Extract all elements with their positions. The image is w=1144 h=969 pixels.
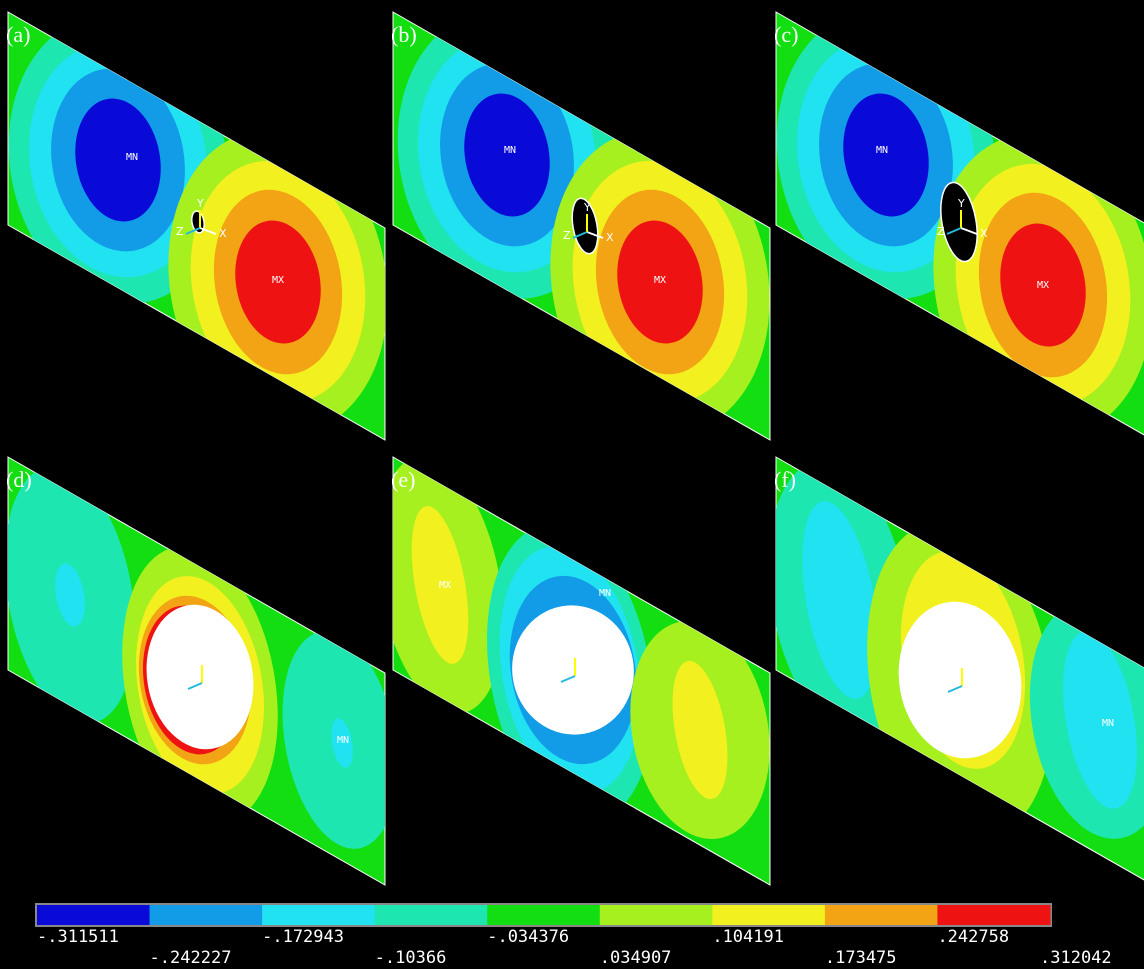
annotation: MX — [1037, 280, 1049, 291]
triad-label: Z — [563, 229, 571, 242]
panel-label: (c) — [774, 22, 798, 47]
annotation: MN — [337, 735, 349, 746]
annotation: MX — [272, 275, 284, 286]
triad-label: Z — [938, 683, 946, 696]
panel-label: (f) — [774, 467, 796, 492]
annotation: MN — [599, 588, 611, 599]
colorbar-tick-label: -.10366 — [375, 948, 447, 968]
page: {"panels":[ {"label":"(a)","annotations"… — [0, 0, 1144, 969]
panel-label: (a) — [6, 22, 30, 47]
colorbar-segment — [150, 905, 263, 925]
colorbar-segment — [375, 905, 488, 925]
colorbar-segment — [712, 905, 825, 925]
colorbar-segment — [37, 905, 150, 925]
triad-label: X — [221, 682, 229, 695]
colorbar-tick-label: .104191 — [712, 927, 784, 947]
triad-label: Y — [957, 197, 965, 210]
colorbar-segment — [937, 905, 1050, 925]
annotation: MX — [654, 275, 666, 286]
triad-label: Y — [583, 201, 591, 214]
colorbar-tick-label: .242758 — [937, 927, 1009, 947]
triad-label: Z — [176, 225, 184, 238]
triad-label: X — [981, 685, 989, 698]
triad-label: Y — [571, 645, 579, 658]
figure: (a) MN MX X Y Z (b) MN MX X Y Z (c) MN MX X Y Z (d) MX MN X Y Z… — [0, 0, 1144, 969]
colorbar-segment — [487, 905, 600, 925]
annotation: MX — [439, 580, 451, 591]
annotation: MX — [944, 728, 956, 739]
triad-label: Z — [178, 680, 186, 693]
colorbar-tick-label: -.242227 — [150, 948, 232, 968]
colorbar-segment — [600, 905, 713, 925]
panel-label: (d) — [6, 467, 32, 492]
colorbar-tick-label: -.172943 — [262, 927, 344, 947]
triad-label: X — [606, 231, 614, 244]
triad-label: X — [594, 675, 602, 688]
annotation: MN — [1102, 718, 1114, 729]
triad-label: Y — [198, 652, 206, 665]
annotation: MX — [179, 708, 191, 719]
triad-label: X — [219, 227, 227, 240]
panel-label: (e) — [391, 467, 415, 492]
annotation: MN — [504, 145, 516, 156]
panel-label: (b) — [391, 22, 417, 47]
annotation: MN — [876, 145, 888, 156]
colorbar-tick-label: .312042 — [1040, 948, 1112, 968]
colorbar-segment — [262, 905, 375, 925]
colorbar-segment — [825, 905, 938, 925]
colorbar-tick-label: .034907 — [600, 948, 672, 968]
annotation: MN — [126, 152, 138, 163]
colorbar-tick-label: -.311511 — [37, 927, 119, 947]
colorbar-tick-label: -.034376 — [487, 927, 569, 947]
triad-label: Y — [958, 655, 966, 668]
triad-label: X — [980, 227, 988, 240]
triad-label: Y — [196, 197, 204, 210]
triad-label: Z — [551, 673, 559, 686]
triad-label: Z — [937, 225, 945, 238]
colorbar-tick-label: .173475 — [825, 948, 897, 968]
